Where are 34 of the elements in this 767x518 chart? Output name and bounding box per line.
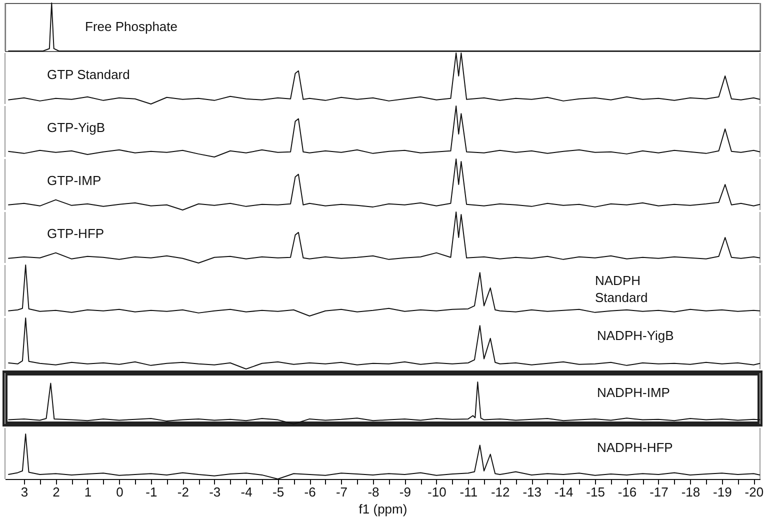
x-tick-label: -18 xyxy=(681,484,700,500)
x-tick-label: 3 xyxy=(20,484,28,500)
x-tick-label: 0 xyxy=(116,484,124,500)
x-tick-label: 2 xyxy=(52,484,60,500)
x-tick-label: -20 xyxy=(744,484,764,500)
x-tick-label: -4 xyxy=(240,484,252,500)
x-tick-label: -6 xyxy=(304,484,316,500)
series-label: NADPH-IMP xyxy=(597,385,670,400)
x-tick-label: -14 xyxy=(554,484,574,500)
series-label: GTP-IMP xyxy=(47,173,102,188)
x-axis-title: f1 (ppm) xyxy=(358,502,408,516)
x-tick-label: -8 xyxy=(368,484,380,500)
x-tick-label: -17 xyxy=(650,484,668,500)
x-tick-label: -5 xyxy=(272,484,284,500)
x-tick-label: -16 xyxy=(618,484,637,500)
series-label: NADPH-YigB xyxy=(597,328,674,343)
x-tick-label: -10 xyxy=(428,484,446,500)
series-label: GTP Standard xyxy=(47,67,130,82)
series-label: GTP-HFP xyxy=(47,226,104,241)
x-tick-label: -15 xyxy=(586,484,605,500)
x-tick-label: -3 xyxy=(209,484,221,500)
series-label: NADPH Standard xyxy=(595,273,648,305)
x-tick-label: -13 xyxy=(522,484,542,500)
x-tick-label: -11 xyxy=(460,484,478,500)
x-tick-label: -2 xyxy=(177,484,189,500)
x-tick-label: -12 xyxy=(490,484,510,500)
series-label: Free Phosphate xyxy=(85,19,178,34)
series-label: NADPH-HFP xyxy=(597,440,673,455)
x-tick-label: -9 xyxy=(399,484,411,500)
x-tick-label: -1 xyxy=(146,484,158,500)
x-tick-label: -7 xyxy=(336,484,348,500)
x-tick-label: -19 xyxy=(713,484,732,500)
x-tick-label: 1 xyxy=(84,484,92,500)
series-label: GTP-YigB xyxy=(47,120,106,135)
